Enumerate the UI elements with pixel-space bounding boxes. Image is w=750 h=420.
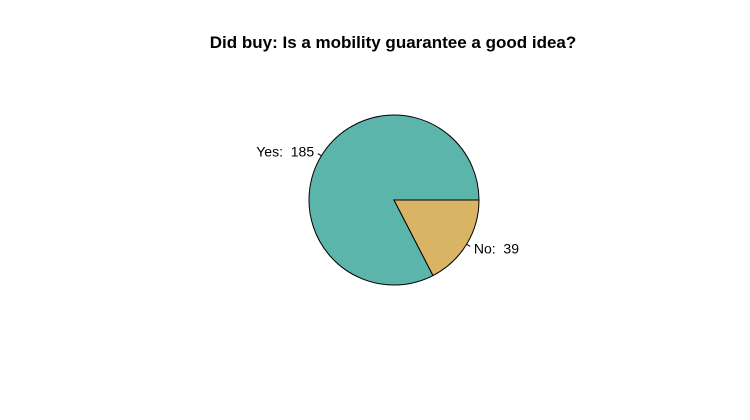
pie-slice-no <box>393 199 480 277</box>
pie-slices <box>308 114 480 286</box>
pie-labels: Yes: 185 No: 39 <box>256 143 519 256</box>
pie-label-tick-no <box>466 243 471 247</box>
pie-label-yes: Yes: 185 <box>256 143 314 159</box>
chart-title: Did buy: Is a mobility guarantee a good … <box>210 33 577 52</box>
pie-label-tick-yes <box>317 153 322 157</box>
pie-label-no: No: 39 <box>474 241 519 257</box>
